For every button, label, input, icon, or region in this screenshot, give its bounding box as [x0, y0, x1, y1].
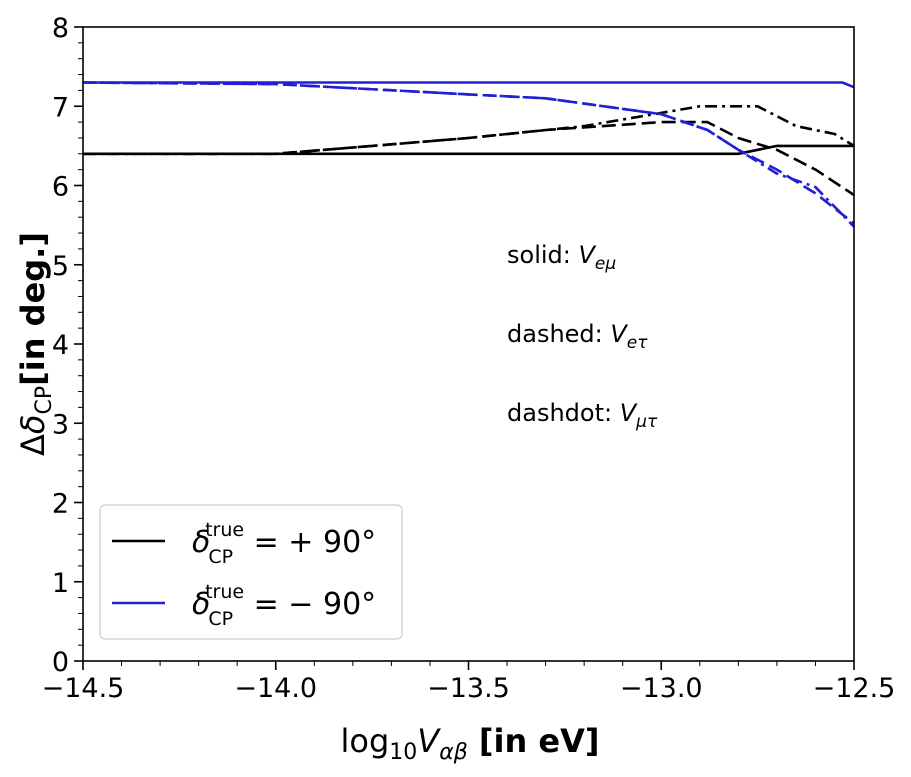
y-tick-label: 0 — [52, 647, 69, 678]
legend-box — [99, 504, 403, 640]
y-axis-label: ΔδCP[in deg.] — [14, 232, 57, 456]
annotations: solid: Veμ dashed: Veτ dashdot: Vμτ — [507, 241, 658, 432]
y-tick-labels: 0 1 2 3 4 5 6 7 8 — [52, 13, 69, 678]
series-line-dashdot-5 — [82, 81, 855, 228]
x-tick-label: −13.5 — [427, 673, 510, 704]
y-tick-label: 8 — [52, 13, 69, 44]
series-line-solid-3 — [83, 81, 855, 89]
x-tick-label: −13.0 — [620, 673, 703, 704]
x-axis-label: log10Vαβ [in eV] — [341, 722, 600, 765]
series-layer — [82, 81, 855, 228]
y-tick-label: 5 — [52, 251, 69, 282]
annotation-dashdot: dashdot: Vμτ — [507, 399, 658, 432]
annotation-dashed: dashed: Veτ — [507, 320, 648, 353]
legend: δCPtrue = + 90° δCPtrue = − 90° — [99, 504, 403, 640]
y-tick-label: 7 — [52, 92, 69, 123]
x-tick-label: −14.0 — [234, 673, 317, 704]
x-tick-labels: −14.5 −14.0 −13.5 −13.0 −12.5 — [42, 673, 896, 704]
legend-label-plus90: δCPtrue = + 90° — [192, 519, 376, 568]
x-tick-label: −14.5 — [42, 673, 125, 704]
series-line-solid-0 — [83, 144, 854, 156]
annotation-solid: solid: Veμ — [507, 241, 616, 274]
y-tick-label: 2 — [52, 489, 69, 520]
legend-label-minus90: δCPtrue = − 90° — [192, 581, 376, 630]
plot-frame — [82, 26, 855, 662]
major-ticks — [74, 26, 855, 670]
y-tick-label: 1 — [52, 568, 69, 599]
y-tick-label: 3 — [52, 409, 69, 440]
y-tick-label: 4 — [52, 330, 69, 361]
x-tick-label: −12.5 — [813, 673, 896, 704]
y-tick-label: 6 — [52, 172, 69, 203]
